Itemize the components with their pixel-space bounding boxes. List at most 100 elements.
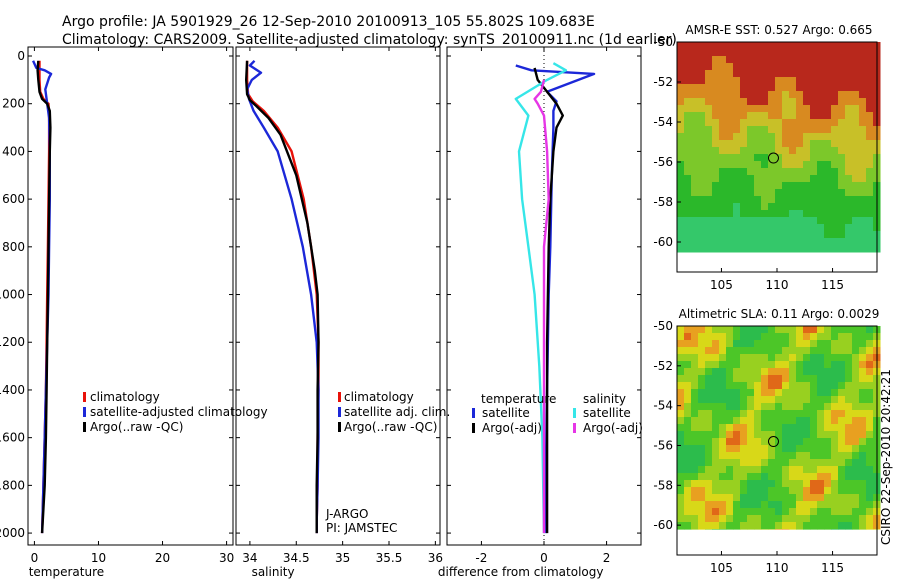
sla_map-cell [761, 326, 769, 334]
sla_map-cell [761, 396, 769, 404]
sst_map-cell [866, 189, 874, 197]
sla_map-cell [838, 375, 846, 383]
sst_map-cell [866, 161, 874, 169]
sst_map-cell [761, 91, 769, 99]
sla_map-cell [852, 529, 860, 530]
sst_map-cell [796, 175, 804, 183]
sst_map-cell [817, 245, 825, 253]
sla_map-cell [838, 515, 846, 523]
sla_map-cell [831, 354, 839, 362]
sst_map-cell [677, 91, 685, 99]
sst_map-cell [712, 196, 720, 204]
sla_map-cell [831, 522, 839, 530]
sst_map-cell [852, 133, 860, 141]
sla_map-cell [782, 515, 790, 523]
sla_map-cell [859, 424, 867, 432]
sst_map-cell [859, 91, 867, 99]
sla_map-cell [810, 361, 818, 369]
sla_map-cell [698, 403, 706, 411]
sla_map-cell [726, 368, 734, 376]
sla_map-cell [803, 438, 811, 446]
sla_map-cell [866, 480, 874, 488]
sst_map-cell [838, 161, 846, 169]
sla_map-cell [754, 501, 762, 509]
sst_map-cell [838, 112, 846, 120]
sla_map-cell [698, 438, 706, 446]
sla_map-cell [845, 501, 853, 509]
sla_map-cell [817, 354, 825, 362]
sla_map-cell [810, 452, 818, 460]
sst_map-cell [775, 231, 783, 239]
sst_map-cell [852, 238, 860, 246]
sla_map-cell [698, 424, 706, 432]
sst_map-cell [831, 175, 839, 183]
sla_map-cell [782, 529, 790, 530]
sst_map-cell [817, 189, 825, 197]
sla_map-cell [684, 340, 692, 348]
sst_map-cell [789, 238, 797, 246]
sst_map-cell [761, 203, 769, 211]
sst_map-cell [824, 168, 832, 176]
sst_map-cell [677, 77, 685, 85]
sst_map-cell [845, 210, 853, 218]
sla_map-cell [831, 438, 839, 446]
sst_map-xtick-label: 110 [766, 278, 789, 292]
sla_map-cell [852, 494, 860, 502]
sla_map-cell [817, 424, 825, 432]
sla_map-cell [761, 410, 769, 418]
sst_map-cell [761, 231, 769, 239]
sst_map-cell [810, 182, 818, 190]
sla_map-cell [817, 522, 825, 530]
sst_map-cell [768, 175, 776, 183]
sst_map-cell [726, 70, 734, 78]
sst_map-cell [796, 42, 804, 50]
sst_map-cell [824, 84, 832, 92]
sla_map-cell [747, 347, 755, 355]
sla_map-cell [740, 361, 748, 369]
sla_map-cell [684, 354, 692, 362]
sla_map-cell [838, 340, 846, 348]
sst_map-cell [733, 238, 741, 246]
sst_map-cell [768, 224, 776, 232]
sst_map-cell [740, 238, 748, 246]
sst_map-cell [705, 245, 713, 253]
sla_map-cell [810, 403, 818, 411]
sla_map-cell [747, 424, 755, 432]
sst_map-cell [740, 210, 748, 218]
sst_map-cell [831, 119, 839, 127]
sst_map-cell [803, 91, 811, 99]
sst_map-cell [691, 210, 699, 218]
sla_map-cell [810, 501, 818, 509]
sla_map-cell [726, 354, 734, 362]
sst_map-cell [712, 238, 720, 246]
sst_map-cell [817, 84, 825, 92]
sst_map-cell [782, 126, 790, 134]
sst_map-cell [775, 238, 783, 246]
sla_map-cell [817, 494, 825, 502]
sla_map-cell [831, 459, 839, 467]
sla_map-cell [852, 473, 860, 481]
sla_map-cell [782, 522, 790, 530]
sst_map-cell [838, 210, 846, 218]
sst_map-cell [782, 140, 790, 148]
sst_map-cell [831, 126, 839, 134]
sla_map-cell [831, 410, 839, 418]
sst_map-cell [852, 175, 860, 183]
sla_map-cell [859, 522, 867, 530]
sst_map-cell [838, 133, 846, 141]
sla_map-cell [712, 410, 720, 418]
sst_map-cell [838, 203, 846, 211]
sla_map-cell [838, 361, 846, 369]
sst_map-cell [824, 210, 832, 218]
sla_map-cell [824, 522, 832, 530]
sst_map-cell [747, 182, 755, 190]
sla_map-cell [698, 494, 706, 502]
sla_map-cell [803, 501, 811, 509]
sla_map-cell [803, 340, 811, 348]
sla_map-cell [866, 487, 874, 495]
sst_map-cell [782, 210, 790, 218]
sla_map-cell [768, 396, 776, 404]
sst_map-cell [726, 224, 734, 232]
sst_map-cell [726, 231, 734, 239]
